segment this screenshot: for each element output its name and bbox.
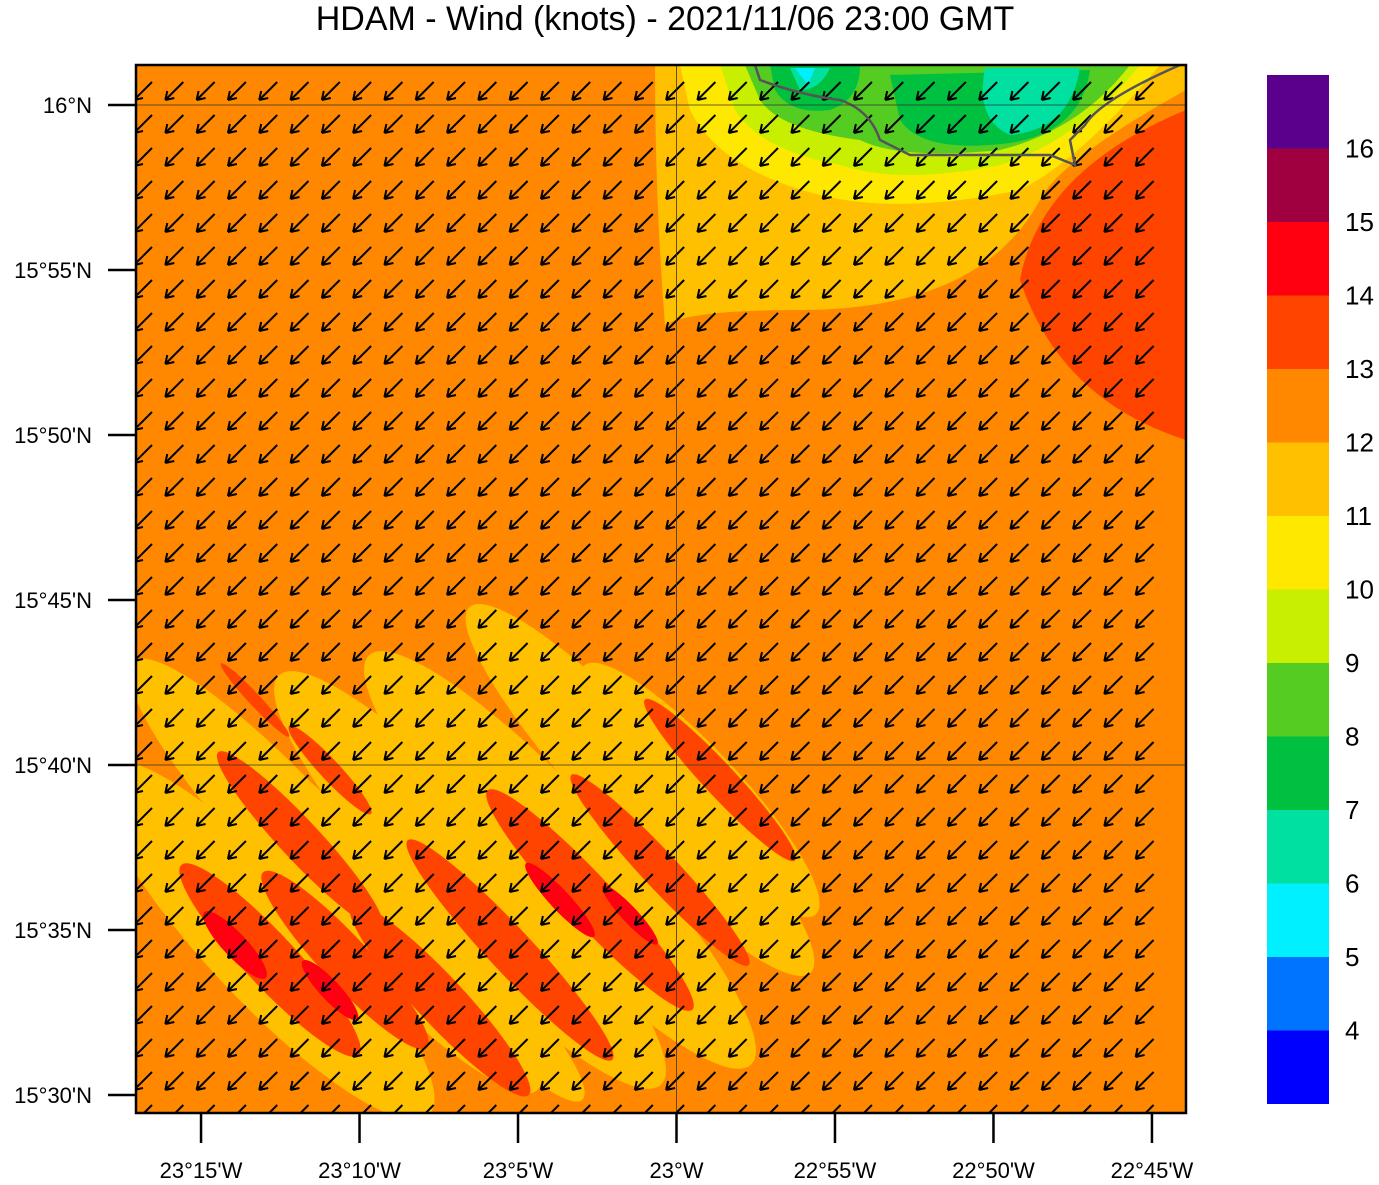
lat-tick-label: 15°50'N xyxy=(14,423,92,448)
lat-tick-label: 15°55'N xyxy=(14,258,92,283)
colorbar-box xyxy=(1267,369,1329,443)
title: HDAM - Wind (knots) - 2021/11/06 23:00 G… xyxy=(316,0,1015,38)
field-contour xyxy=(644,698,796,862)
lon-tick-label: 22°55'W xyxy=(794,1158,877,1180)
field-contour xyxy=(349,903,531,1097)
field-contour xyxy=(203,911,267,979)
colorbar-box xyxy=(1267,442,1329,516)
colorbar-box xyxy=(1267,663,1329,737)
colorbar-box xyxy=(1267,295,1329,369)
coastline xyxy=(753,65,1181,168)
lat-tick-label: 16°N xyxy=(43,93,92,118)
colorbar-label: 6 xyxy=(1345,869,1359,899)
colorbar-box xyxy=(1267,1030,1329,1104)
field-contour xyxy=(602,885,658,945)
colorbar-box xyxy=(1267,75,1329,149)
colorbar-box xyxy=(1267,589,1329,663)
colorbar-label: 11 xyxy=(1345,501,1372,531)
field-contour xyxy=(1020,110,1186,440)
field-contour xyxy=(465,604,815,976)
plot-frame xyxy=(134,63,1188,1115)
wind-arrows xyxy=(136,81,1155,1113)
lon-tick-label: 23°15'W xyxy=(160,1158,243,1180)
lon-tick-label: 23°5'W xyxy=(483,1158,554,1180)
colorbar-label: 16 xyxy=(1345,134,1374,164)
lon-tick-label: 23°W xyxy=(649,1158,703,1180)
colorbar-label: 12 xyxy=(1345,428,1374,458)
colorbar-label: 13 xyxy=(1345,354,1374,384)
field-contour xyxy=(261,870,429,1050)
colorbar-label: 10 xyxy=(1345,575,1374,605)
lat-tick-label: 15°35'N xyxy=(14,918,92,943)
colorbar-label: 9 xyxy=(1345,648,1359,678)
colorbar-label: 14 xyxy=(1345,281,1374,311)
colorbar-box xyxy=(1267,736,1329,810)
colorbar-label: 8 xyxy=(1345,722,1359,752)
lon-tick-label: 22°50'W xyxy=(952,1158,1035,1180)
field-contour xyxy=(179,863,361,1057)
colorbar-box xyxy=(1267,957,1329,1031)
colorbar-label: 4 xyxy=(1345,1016,1359,1046)
field-contour xyxy=(288,725,372,815)
colorbar-box xyxy=(1267,810,1329,884)
colorbar-box xyxy=(1267,222,1329,296)
lon-tick-label: 22°45'W xyxy=(1111,1158,1194,1180)
field-contour xyxy=(790,68,1080,135)
field-contour xyxy=(220,663,290,737)
colorbar-box xyxy=(1267,148,1329,222)
lon-tick-label: 23°10'W xyxy=(318,1158,401,1180)
lat-tick-label: 15°45'N xyxy=(14,588,92,613)
field-contour xyxy=(406,839,614,1061)
field-contour xyxy=(216,751,384,929)
lat-tick-label: 15°30'N xyxy=(14,1083,92,1108)
colorbar-label: 7 xyxy=(1345,795,1359,825)
colorbar-label: 5 xyxy=(1345,942,1359,972)
colorbar-label: 15 xyxy=(1345,207,1374,237)
field-contour xyxy=(795,68,815,85)
colorbar-box xyxy=(1267,883,1329,957)
lat-tick-label: 15°40'N xyxy=(14,753,92,778)
colorbar-box xyxy=(1267,516,1329,590)
